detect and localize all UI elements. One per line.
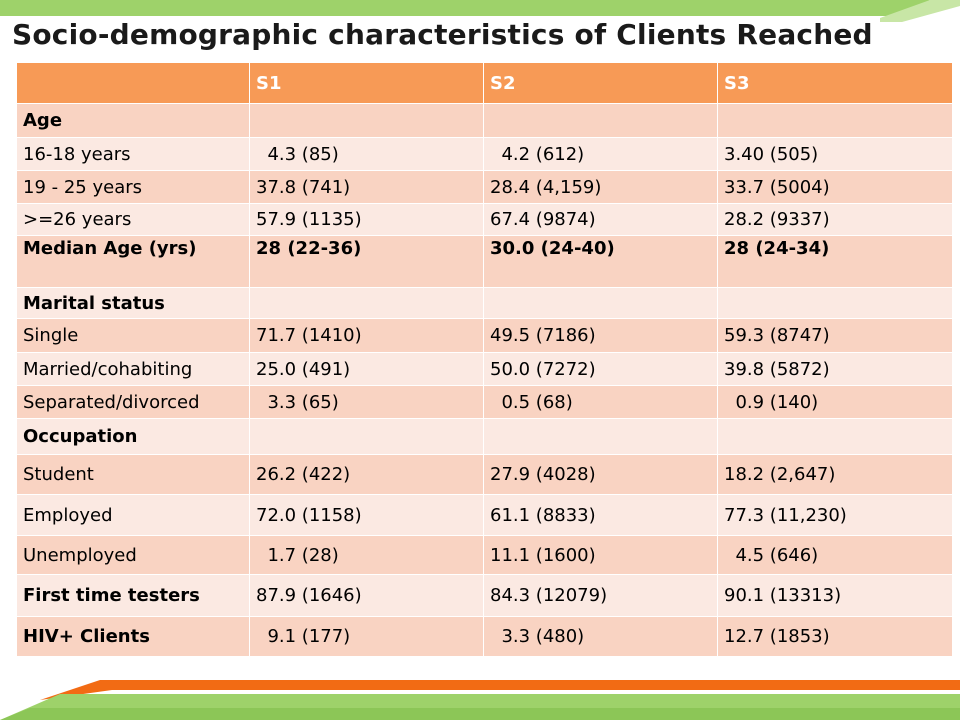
cell-s2: 27.9 (4028) bbox=[483, 454, 718, 495]
table-row: >=26 years 57.9 (1135) 67.4 (9874) 28.2 … bbox=[16, 203, 953, 236]
cell-s3: 12.7 (1853) bbox=[717, 616, 953, 657]
cell-s1: 57.9 (1135) bbox=[249, 203, 484, 236]
cell-s3: 18.2 (2,647) bbox=[717, 454, 953, 495]
cell-s3: 3.40 (505) bbox=[717, 137, 953, 171]
row-label: Unemployed bbox=[16, 535, 250, 575]
table-header-row: S1 S2 S3 bbox=[16, 62, 953, 104]
cell-s2: 30.0 (24-40) bbox=[483, 235, 718, 288]
table-row: 19 - 25 years 37.8 (741) 28.4 (4,159) 33… bbox=[16, 170, 953, 204]
cell-s1 bbox=[249, 418, 484, 455]
cell-s1 bbox=[249, 287, 484, 319]
table-row: Single 71.7 (1410) 49.5 (7186) 59.3 (874… bbox=[16, 318, 953, 353]
row-label: Single bbox=[16, 318, 250, 353]
cell-s1: 3.3 (65) bbox=[249, 385, 484, 419]
table-row: Employed 72.0 (1158) 61.1 (8833) 77.3 (1… bbox=[16, 494, 953, 536]
cell-s2 bbox=[483, 103, 718, 138]
cell-s1: 1.7 (28) bbox=[249, 535, 484, 575]
cell-s2: 50.0 (7272) bbox=[483, 352, 718, 386]
table-row-hiv-clients: HIV+ Clients 9.1 (177) 3.3 (480) 12.7 (1… bbox=[16, 616, 953, 657]
cell-s3: 28.2 (9337) bbox=[717, 203, 953, 236]
cell-s3: 0.9 (140) bbox=[717, 385, 953, 419]
cell-s3 bbox=[717, 287, 953, 319]
cell-s1: 9.1 (177) bbox=[249, 616, 484, 657]
table-row-first-time-testers: First time testers 87.9 (1646) 84.3 (120… bbox=[16, 574, 953, 617]
cell-s3: 4.5 (646) bbox=[717, 535, 953, 575]
table-row-median-age: Median Age (yrs) 28 (22-36) 30.0 (24-40)… bbox=[16, 235, 953, 288]
cell-s2 bbox=[483, 418, 718, 455]
cell-s2: 61.1 (8833) bbox=[483, 494, 718, 536]
cell-s3: 33.7 (5004) bbox=[717, 170, 953, 204]
table-row: Separated/divorced 3.3 (65) 0.5 (68) 0.9… bbox=[16, 385, 953, 419]
bottom-decorative-band bbox=[0, 680, 960, 720]
cell-s2: 0.5 (68) bbox=[483, 385, 718, 419]
row-label: Student bbox=[16, 454, 250, 495]
table-row-marital-status: Marital status bbox=[16, 287, 953, 319]
cell-s1: 72.0 (1158) bbox=[249, 494, 484, 536]
top-decorative-band bbox=[0, 0, 960, 22]
cell-s1: 25.0 (491) bbox=[249, 352, 484, 386]
cell-s1: 87.9 (1646) bbox=[249, 574, 484, 617]
slide-title: Socio-demographic characteristics of Cli… bbox=[12, 18, 873, 51]
cell-s2: 11.1 (1600) bbox=[483, 535, 718, 575]
cell-s3: 77.3 (11,230) bbox=[717, 494, 953, 536]
row-label: HIV+ Clients bbox=[16, 616, 250, 657]
table-row-age: Age bbox=[16, 103, 953, 138]
cell-s1: 37.8 (741) bbox=[249, 170, 484, 204]
row-label: Age bbox=[16, 103, 250, 138]
cell-s1 bbox=[249, 103, 484, 138]
header-s3: S3 bbox=[717, 62, 953, 104]
cell-s2 bbox=[483, 287, 718, 319]
row-label: Employed bbox=[16, 494, 250, 536]
cell-s3: 28 (24-34) bbox=[717, 235, 953, 288]
header-s2: S2 bbox=[483, 62, 718, 104]
cell-s3: 39.8 (5872) bbox=[717, 352, 953, 386]
table-row-occupation: Occupation bbox=[16, 418, 953, 455]
row-label: Occupation bbox=[16, 418, 250, 455]
row-label: Marital status bbox=[16, 287, 250, 319]
cell-s1: 26.2 (422) bbox=[249, 454, 484, 495]
cell-s3: 90.1 (13313) bbox=[717, 574, 953, 617]
cell-s3 bbox=[717, 103, 953, 138]
header-s1: S1 bbox=[249, 62, 484, 104]
table-row: Married/cohabiting 25.0 (491) 50.0 (7272… bbox=[16, 352, 953, 386]
table-row: Student 26.2 (422) 27.9 (4028) 18.2 (2,6… bbox=[16, 454, 953, 495]
cell-s2: 67.4 (9874) bbox=[483, 203, 718, 236]
cell-s1: 71.7 (1410) bbox=[249, 318, 484, 353]
header-label-cell bbox=[16, 62, 250, 104]
row-label: Married/cohabiting bbox=[16, 352, 250, 386]
row-label: First time testers bbox=[16, 574, 250, 617]
row-label: >=26 years bbox=[16, 203, 250, 236]
cell-s1: 4.3 (85) bbox=[249, 137, 484, 171]
row-label: 19 - 25 years bbox=[16, 170, 250, 204]
cell-s2: 84.3 (12079) bbox=[483, 574, 718, 617]
cell-s3: 59.3 (8747) bbox=[717, 318, 953, 353]
cell-s2: 28.4 (4,159) bbox=[483, 170, 718, 204]
cell-s2: 3.3 (480) bbox=[483, 616, 718, 657]
table-row: 16-18 years 4.3 (85) 4.2 (612) 3.40 (505… bbox=[16, 137, 953, 171]
cell-s2: 49.5 (7186) bbox=[483, 318, 718, 353]
table-row: Unemployed 1.7 (28) 11.1 (1600) 4.5 (646… bbox=[16, 535, 953, 575]
characteristics-table: S1 S2 S3 Age 16-18 years 4.3 (85) 4.2 (6… bbox=[16, 62, 953, 657]
row-label: Separated/divorced bbox=[16, 385, 250, 419]
row-label: 16-18 years bbox=[16, 137, 250, 171]
cell-s3 bbox=[717, 418, 953, 455]
cell-s1: 28 (22-36) bbox=[249, 235, 484, 288]
cell-s2: 4.2 (612) bbox=[483, 137, 718, 171]
row-label: Median Age (yrs) bbox=[16, 235, 250, 288]
